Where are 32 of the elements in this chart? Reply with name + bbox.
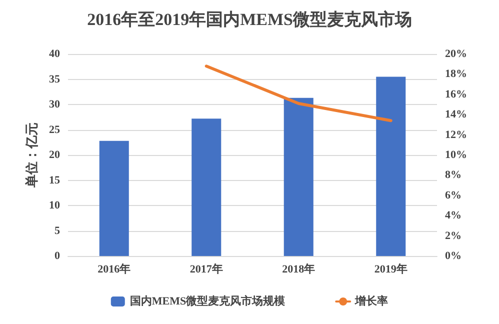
bar [192, 118, 222, 256]
legend-label: 增长率 [354, 294, 388, 308]
chart-title: 2016年至2019年国内MEMS微型麦克风市场 [87, 10, 412, 29]
x-tick-label: 2018年 [282, 262, 316, 276]
y-tick-label: 5 [54, 224, 60, 237]
y-axis-title: 单位：亿元 [24, 122, 39, 188]
y2-tick-label: 4% [445, 210, 462, 222]
legend-label: 国内MEMS微型麦克风市场规模 [130, 294, 286, 308]
y-tick-label: 35 [49, 73, 60, 86]
bar [376, 76, 406, 256]
x-tick-label: 2017年 [190, 262, 223, 276]
y2-tick-label: 8% [445, 169, 462, 182]
y-tick-label: 10 [49, 200, 60, 212]
y2-tick-label: 0% [445, 250, 462, 262]
y2-tick-label: 20% [445, 48, 467, 60]
y2-tick-label: 2% [445, 230, 462, 242]
y-tick-label: 0 [54, 250, 60, 262]
y2-tick-label: 14% [445, 108, 467, 121]
y2-tick-label: 10% [445, 149, 467, 161]
x-tick-label: 2016年 [98, 262, 131, 276]
bar [99, 140, 129, 256]
y-tick-label: 40 [49, 48, 60, 60]
x-tick-label: 2019年 [374, 262, 408, 276]
bar [284, 98, 314, 256]
y-tick-label: 20 [49, 149, 60, 161]
y2-tick-label: 16% [445, 88, 467, 100]
y-tick-label: 15 [49, 174, 60, 186]
y-tick-label: 25 [49, 124, 60, 136]
y2-tick-label: 6% [445, 189, 462, 202]
y2-tick-label: 12% [445, 128, 467, 141]
y-tick-label: 30 [49, 98, 60, 110]
y2-tick-label: 18% [445, 68, 467, 80]
